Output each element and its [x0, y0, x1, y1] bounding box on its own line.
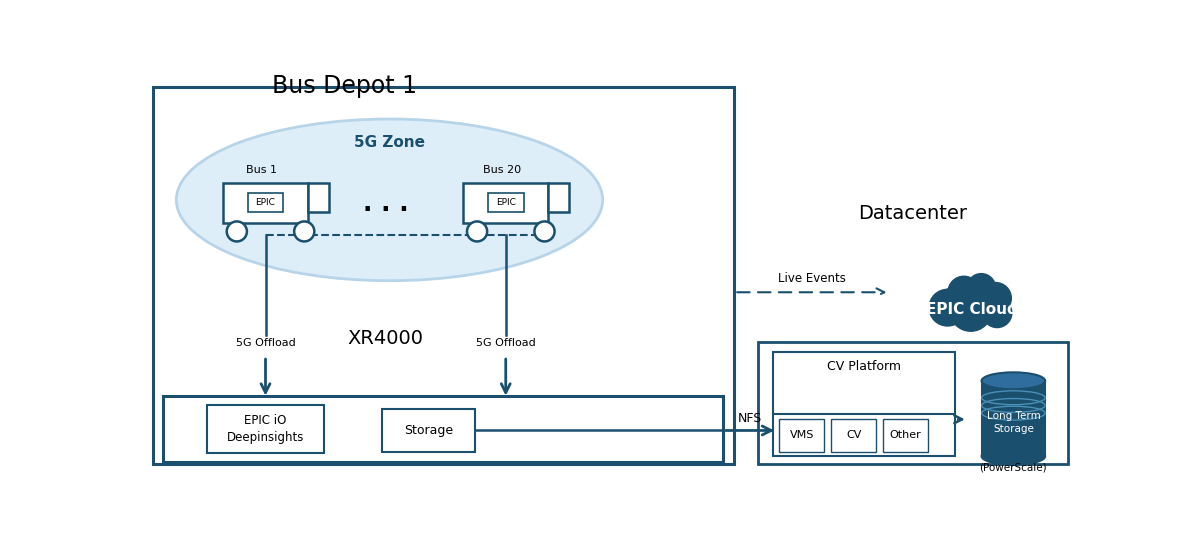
Circle shape — [294, 221, 314, 242]
FancyBboxPatch shape — [548, 183, 570, 212]
Text: NFS: NFS — [738, 412, 762, 425]
Circle shape — [949, 289, 992, 331]
Text: VMS: VMS — [789, 430, 814, 440]
FancyBboxPatch shape — [758, 343, 1067, 464]
Text: XR4000: XR4000 — [347, 329, 424, 349]
Text: 5G Zone: 5G Zone — [353, 135, 425, 150]
FancyBboxPatch shape — [223, 183, 308, 223]
Text: Bus Depot 1: Bus Depot 1 — [272, 74, 418, 98]
FancyBboxPatch shape — [308, 183, 330, 212]
Text: Storage: Storage — [404, 424, 453, 437]
Circle shape — [980, 283, 1011, 314]
Circle shape — [948, 276, 980, 307]
Text: CV Platform: CV Platform — [827, 360, 901, 373]
FancyBboxPatch shape — [153, 87, 734, 464]
FancyBboxPatch shape — [164, 396, 722, 462]
Circle shape — [227, 221, 247, 242]
Text: Bus 1: Bus 1 — [246, 165, 277, 175]
Circle shape — [467, 221, 487, 242]
Text: . . .: . . . — [363, 192, 408, 216]
Text: 5G Offload: 5G Offload — [235, 339, 295, 349]
FancyBboxPatch shape — [463, 183, 548, 223]
Text: Datacenter: Datacenter — [858, 204, 967, 223]
Polygon shape — [981, 381, 1045, 456]
Circle shape — [535, 221, 554, 242]
Text: (PowerScale): (PowerScale) — [979, 463, 1047, 473]
Ellipse shape — [981, 372, 1045, 389]
Text: EPIC: EPIC — [496, 198, 516, 207]
Text: CV: CV — [847, 430, 861, 440]
FancyBboxPatch shape — [382, 410, 475, 452]
Circle shape — [967, 273, 996, 302]
Text: EPIC Cloud: EPIC Cloud — [927, 302, 1018, 317]
Text: EPIC iO
Deepinsights: EPIC iO Deepinsights — [227, 414, 304, 444]
FancyBboxPatch shape — [780, 419, 824, 452]
FancyBboxPatch shape — [884, 419, 928, 452]
FancyBboxPatch shape — [831, 419, 876, 452]
Circle shape — [983, 298, 1011, 328]
FancyBboxPatch shape — [774, 352, 955, 456]
FancyBboxPatch shape — [488, 193, 524, 212]
Text: Long Term
Storage: Long Term Storage — [986, 411, 1040, 434]
Text: Other: Other — [890, 430, 922, 440]
FancyBboxPatch shape — [247, 193, 283, 212]
Ellipse shape — [981, 448, 1045, 465]
FancyBboxPatch shape — [208, 406, 324, 453]
Text: EPIC: EPIC — [256, 198, 276, 207]
Text: 5G Offload: 5G Offload — [476, 339, 536, 349]
Ellipse shape — [177, 119, 603, 281]
Text: Live Events: Live Events — [778, 272, 845, 285]
Circle shape — [929, 289, 966, 326]
Text: Bus 20: Bus 20 — [482, 165, 521, 175]
Circle shape — [941, 285, 974, 319]
